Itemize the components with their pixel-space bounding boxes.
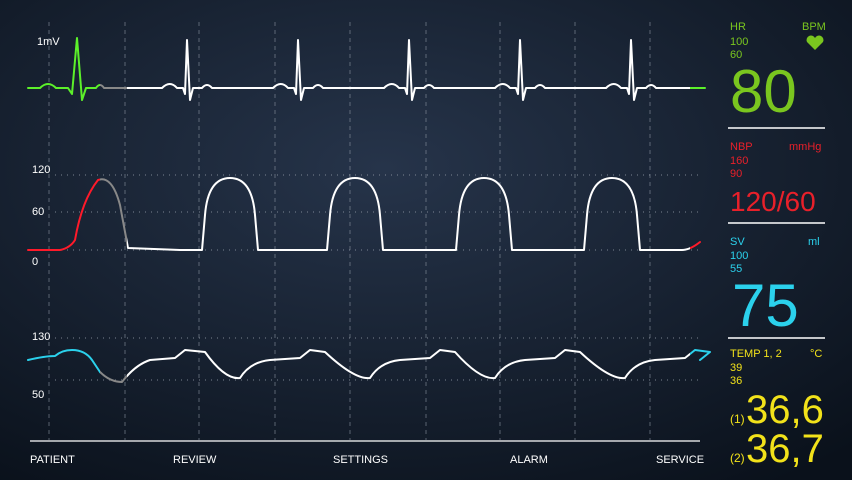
nbp-value: 120/60 xyxy=(730,186,816,217)
waveform xyxy=(127,349,690,380)
hr-low: 60 xyxy=(730,49,742,61)
sv-unit: ml xyxy=(808,236,820,248)
hr-high: 100 xyxy=(730,36,748,48)
hr-label: HR xyxy=(730,21,746,33)
hr-unit: BPM xyxy=(802,21,826,33)
menu-item[interactable]: PATIENT xyxy=(30,454,75,466)
hr-value: 80 xyxy=(730,58,797,125)
waveform xyxy=(127,39,690,101)
sv-value: 75 xyxy=(732,272,799,339)
heart-icon xyxy=(806,35,824,50)
temp-index: (1) xyxy=(730,412,745,426)
bp-scale: 120 xyxy=(32,164,50,176)
waveform xyxy=(127,177,690,251)
menu-item[interactable]: ALARM xyxy=(510,454,548,466)
vitals-panel: HR BPM 100 60 80 NBP mmHg 160 90 120/60 … xyxy=(728,21,826,471)
temp-value: 36,6 xyxy=(746,388,824,432)
sv-scale: 130 xyxy=(32,331,50,343)
sv-scale: 50 xyxy=(32,389,44,401)
menu-item[interactable]: REVIEW xyxy=(173,454,217,466)
temp-index: (2) xyxy=(730,451,745,465)
menu-item[interactable]: SETTINGS xyxy=(333,454,388,466)
waveforms xyxy=(27,37,711,383)
nbp-label: NBP xyxy=(730,141,753,153)
temp-unit: °C xyxy=(810,348,822,360)
nbp-low: 90 xyxy=(730,168,742,180)
menu-item[interactable]: SERVICE xyxy=(656,454,704,466)
waveform xyxy=(100,84,127,89)
temp-label: TEMP 1, 2 xyxy=(730,348,782,360)
bp-scale: 0 xyxy=(32,256,38,268)
sv-high: 100 xyxy=(730,250,748,262)
temp-value: 36,7 xyxy=(746,427,824,471)
bp-scale: 60 xyxy=(32,206,44,218)
ecg-scale: 1mV xyxy=(37,36,60,48)
sv-label: SV xyxy=(730,236,745,248)
sv-low: 55 xyxy=(730,263,742,275)
nbp-unit: mmHg xyxy=(789,141,821,153)
temp-high: 39 xyxy=(730,362,742,374)
nbp-high: 160 xyxy=(730,155,748,167)
temp-low: 36 xyxy=(730,375,742,387)
